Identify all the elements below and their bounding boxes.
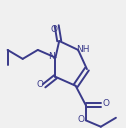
Text: N: N [48, 52, 55, 61]
Text: O: O [37, 80, 44, 89]
Text: O: O [102, 99, 109, 108]
Text: O: O [77, 115, 84, 124]
Text: O: O [51, 25, 58, 34]
Text: NH: NH [76, 45, 90, 54]
